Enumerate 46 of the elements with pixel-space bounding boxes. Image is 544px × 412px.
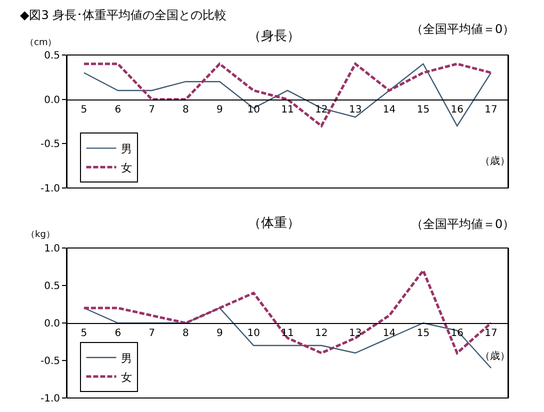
x-tick-label: 14: [382, 104, 396, 116]
text: （全国平均値＝0）: [411, 22, 515, 36]
x-tick-label: 8: [182, 104, 189, 116]
x-tick-label: 7: [148, 104, 155, 116]
y-tick-label: -1.0: [40, 184, 60, 194]
x-tick-label: 6: [114, 104, 122, 116]
x-tick-label: 11: [281, 104, 294, 116]
x-tick-label: 12: [315, 328, 328, 339]
x-tick-label: 9: [216, 104, 223, 116]
y-tick-label: -0.5: [40, 356, 60, 367]
y-tick-label: 0.5: [44, 50, 60, 62]
x-tick-label: 6: [114, 328, 122, 339]
x-tick-label: 5: [80, 104, 88, 116]
x-tick-label: 13: [348, 328, 362, 339]
text: （全国平均値＝0）: [411, 217, 515, 231]
y-tick-label: 0.0: [44, 318, 60, 330]
x-tick-label: 9: [216, 328, 223, 339]
y-tick-label: 1.0: [44, 244, 60, 254]
legend-label: 男: [121, 142, 132, 156]
chart-subtitle: （身長）: [248, 29, 300, 44]
legend-label: 女: [121, 161, 132, 174]
x-tick-label: 7: [148, 328, 155, 339]
legend-label: 男: [121, 352, 132, 365]
y-axis-title: （kg）: [26, 230, 55, 240]
y-tick-label: -1.0: [40, 394, 60, 404]
y-axis-title: （cm）: [25, 38, 57, 48]
chart-title: ◆図3 身長･体重平均値の全国との比較: [20, 8, 227, 22]
x-tick-label: 15: [416, 104, 430, 116]
x-tick-label: 5: [80, 328, 88, 339]
y-tick-label: 0.5: [44, 281, 60, 292]
x-tick-label: 17: [484, 328, 498, 339]
y-tick-label: 0.0: [44, 94, 60, 106]
x-tick-label: 14: [382, 328, 396, 339]
chart-title: （体重）: [248, 216, 300, 231]
x-tick-label: 10: [247, 104, 260, 116]
y-tick-label: -0.5: [40, 139, 60, 150]
x-tick-label: 16: [450, 104, 464, 116]
x-tick-label: 8: [182, 328, 189, 339]
legend-label: 女: [121, 370, 132, 384]
x-tick-label: 15: [416, 328, 430, 339]
x-tick-label: 13: [348, 104, 362, 116]
x-tick-label: 11: [281, 328, 294, 339]
x-axis-title: （歳）: [480, 350, 510, 362]
x-tick-label: 10: [247, 328, 260, 339]
x-tick-label: 17: [484, 104, 498, 116]
x-axis-title: （歳）: [480, 155, 510, 167]
